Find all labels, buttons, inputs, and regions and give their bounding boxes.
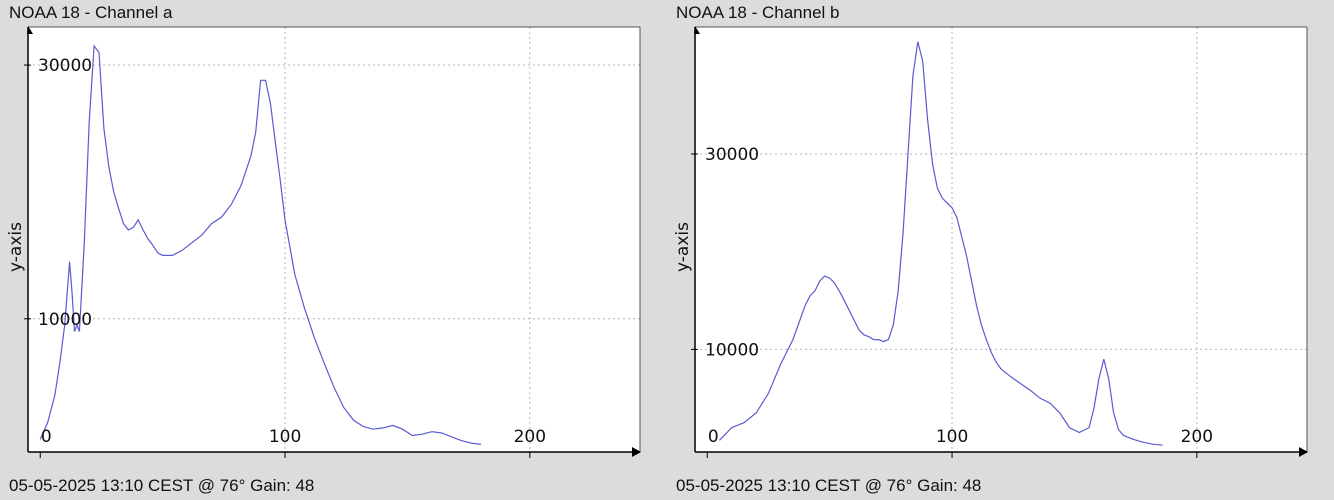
plot-area <box>28 27 640 452</box>
chart-panel-channel-b: NOAA 18 - Channel b 0 100 200 10000 30000 y-a… <box>667 0 1327 500</box>
series-line <box>719 41 1163 446</box>
chart-panel-channel-a: NOAA 18 - Channel a 0 100 200 10000 30000 y-a… <box>0 0 660 500</box>
chart-footer-timestamp: 05-05-2025 13:10 CEST @ 76° Gain: 48 <box>9 476 315 495</box>
chart-svg: 0 100 200 10000 30000 y-axis <box>673 26 1308 458</box>
x-tick-label: 0 <box>708 427 719 447</box>
y-tick-label: 10000 <box>38 310 92 330</box>
x-tick-label: 200 <box>514 427 546 447</box>
y-tick-label: 10000 <box>705 340 759 360</box>
y-axis-arrow <box>27 26 33 34</box>
y-tick-label: 30000 <box>705 145 759 165</box>
chart-svg: 0 100 200 10000 30000 y-axis <box>6 26 641 458</box>
x-tick-label: 100 <box>269 427 301 447</box>
series-line <box>39 44 481 445</box>
x-tick-label: 200 <box>1181 427 1213 447</box>
y-axis-title: y-axis <box>673 222 693 272</box>
x-tick-label: 0 <box>41 427 52 447</box>
plot-area <box>695 27 1307 452</box>
chart-footer-timestamp: 05-05-2025 13:10 CEST @ 76° Gain: 48 <box>676 476 982 495</box>
chart-title: NOAA 18 - Channel b <box>676 3 840 22</box>
x-axis-arrow <box>1299 447 1308 457</box>
x-tick-label: 100 <box>936 427 968 447</box>
y-axis-title: y-axis <box>6 222 26 272</box>
chart-title: NOAA 18 - Channel a <box>9 3 173 22</box>
y-axis-arrow <box>694 26 700 34</box>
y-tick-label: 30000 <box>38 56 92 76</box>
x-axis-arrow <box>632 447 641 457</box>
